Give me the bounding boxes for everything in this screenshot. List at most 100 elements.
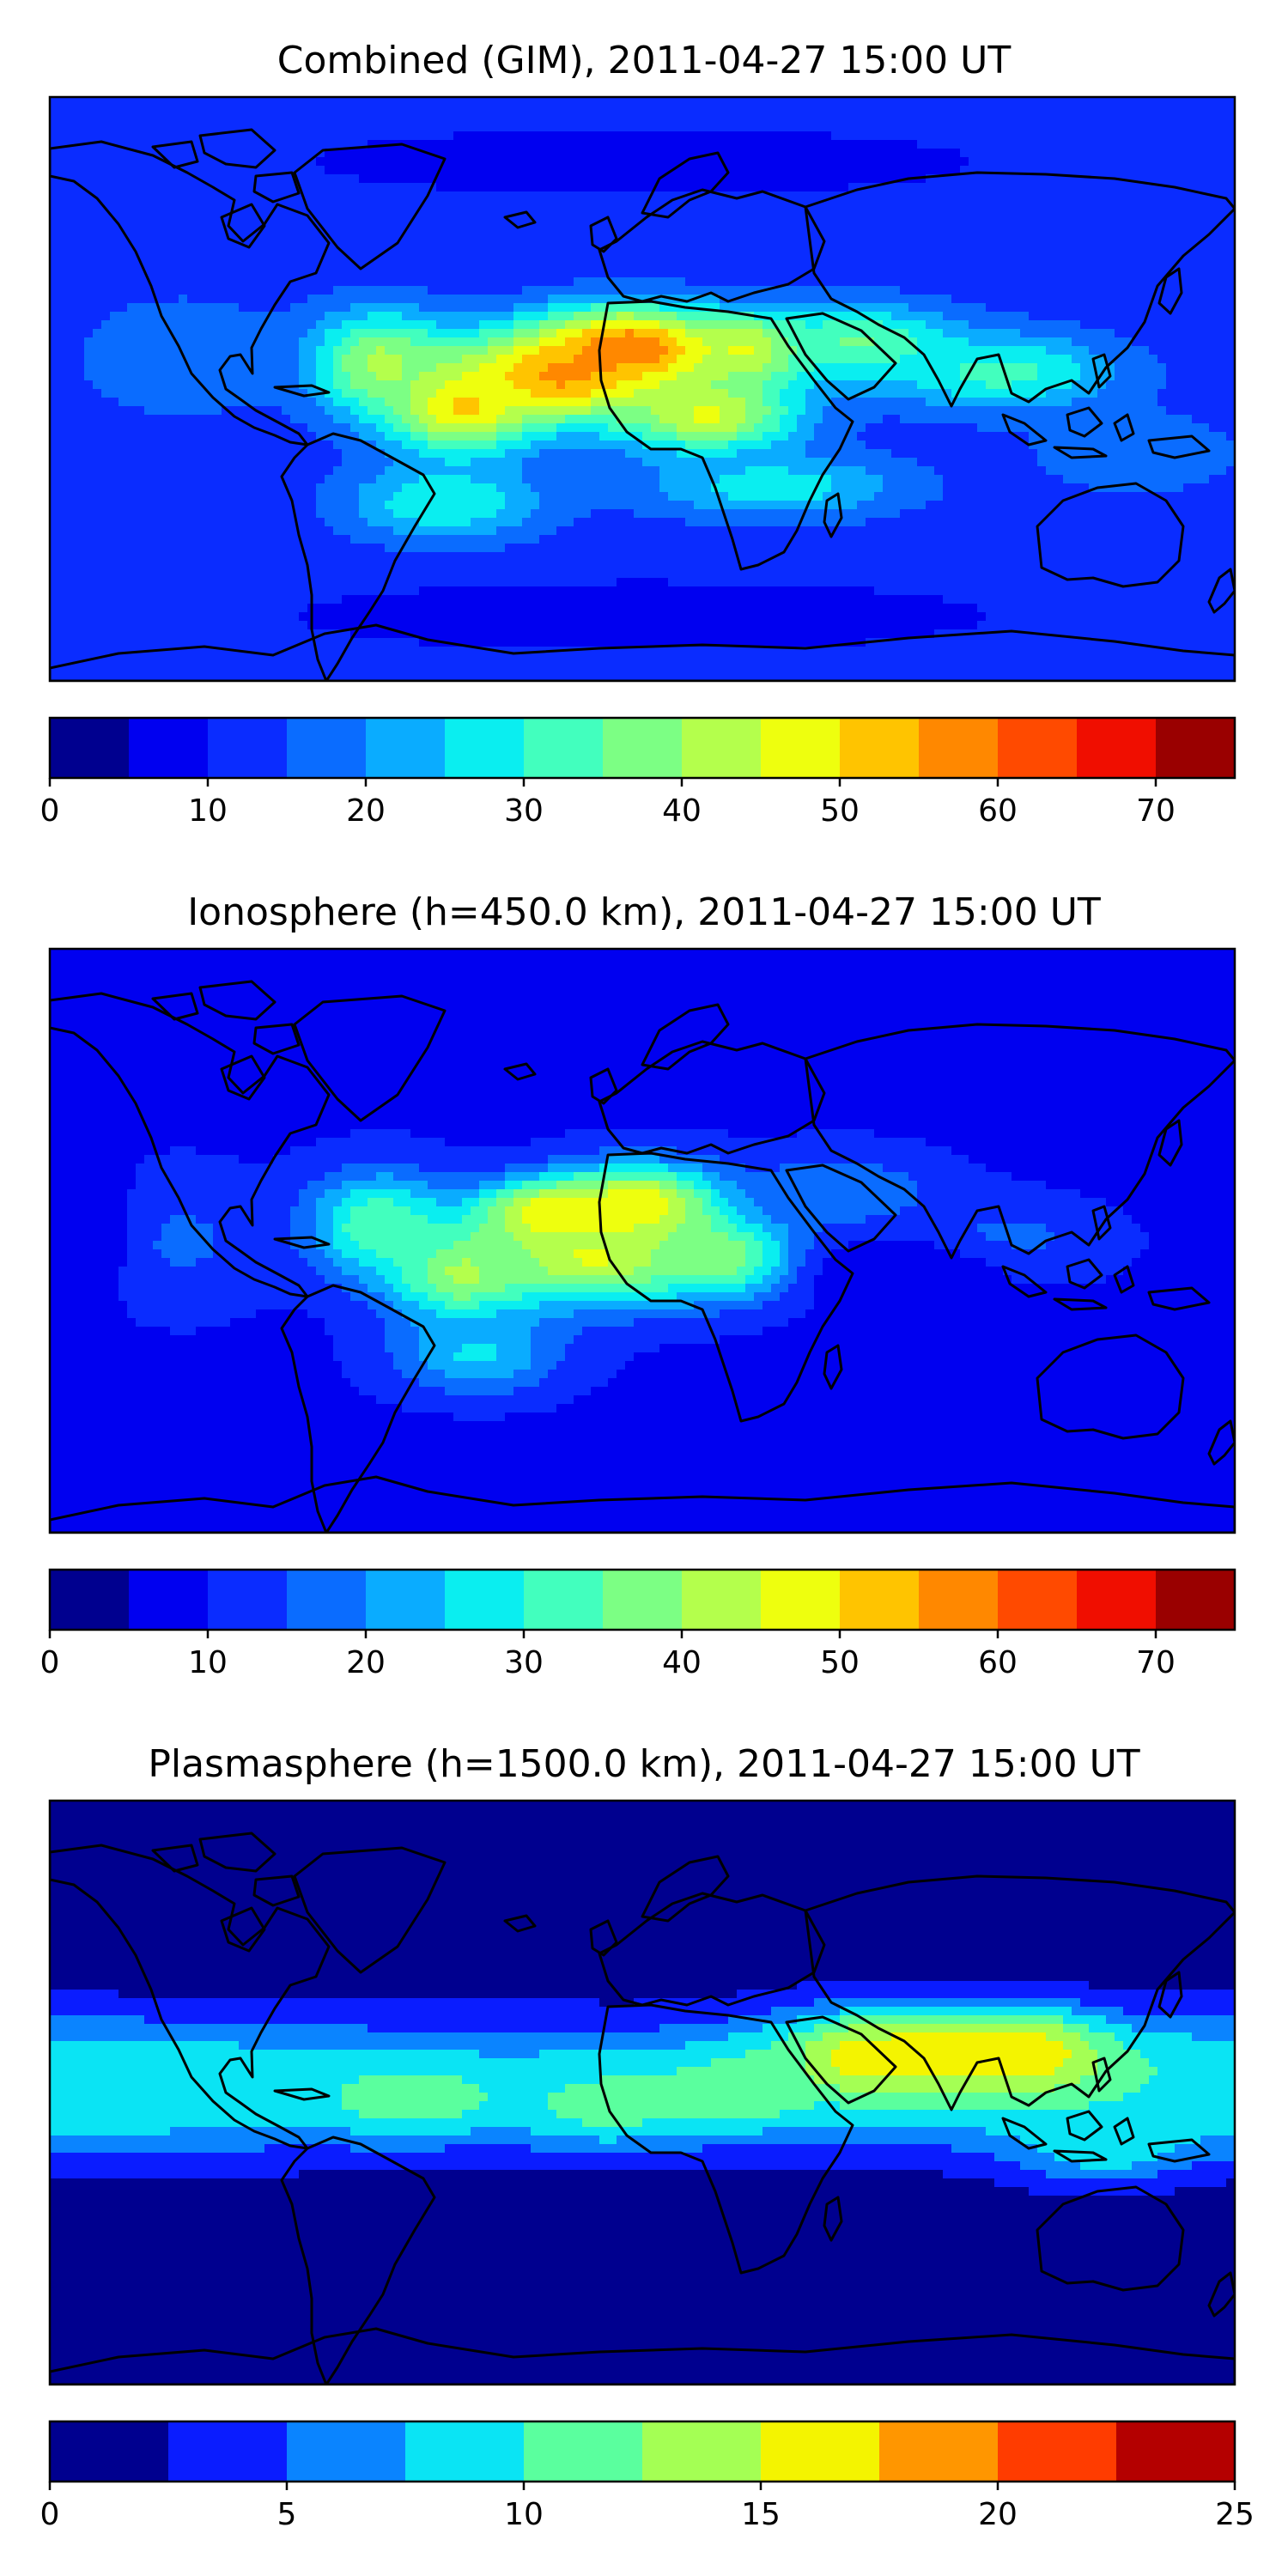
contour-cell <box>462 269 471 278</box>
contour-cell <box>556 398 566 407</box>
contour-cell <box>1226 277 1235 287</box>
contour-cell <box>419 346 428 355</box>
contour-cell <box>50 389 59 398</box>
contour-cell <box>436 243 446 252</box>
contour-cell <box>161 226 171 235</box>
contour-cell <box>471 97 480 106</box>
contour-cell <box>453 355 463 364</box>
contour-cell <box>1089 226 1098 235</box>
contour-cell <box>848 320 858 330</box>
contour-cell <box>1012 346 1021 355</box>
contour-cell <box>617 269 626 278</box>
contour-cell <box>496 149 506 158</box>
contour-cell <box>299 303 308 313</box>
contour-cell <box>264 114 274 124</box>
contour-cell <box>659 106 669 115</box>
contour-cell <box>419 277 428 287</box>
contour-cell <box>290 209 300 218</box>
contour-cell <box>977 243 987 252</box>
contour-cell <box>617 380 626 390</box>
contour-cell <box>410 252 420 261</box>
contour-cell <box>805 252 815 261</box>
contour-cell <box>651 131 660 141</box>
contour-cell <box>788 166 798 175</box>
contour-cell <box>1046 157 1055 167</box>
contour-cell <box>883 380 892 390</box>
contour-cell <box>1020 295 1030 304</box>
contour-cell <box>711 380 720 390</box>
contour-cell <box>428 277 437 287</box>
contour-cell <box>857 363 866 373</box>
contour-cell <box>866 166 875 175</box>
contour-cell <box>187 337 197 347</box>
contour-cell <box>797 166 806 175</box>
contour-cell <box>385 320 394 330</box>
contour-cell <box>1200 106 1210 115</box>
contour-cell <box>1054 286 1064 295</box>
contour-cell <box>50 277 59 287</box>
contour-cell <box>118 380 128 390</box>
contour-cell <box>264 406 274 416</box>
contour-cell <box>118 217 128 227</box>
contour-cell <box>866 217 875 227</box>
contour-cell <box>857 243 866 252</box>
contour-cell <box>1097 97 1107 106</box>
contour-cell <box>625 234 635 244</box>
contour-cell <box>1115 217 1124 227</box>
contour-cell <box>951 398 961 407</box>
contour-cell <box>565 260 574 270</box>
contour-cell <box>1157 398 1167 407</box>
contour-cell <box>1226 226 1235 235</box>
contour-cell <box>479 363 489 373</box>
contour-cell <box>891 277 901 287</box>
contour-cell <box>522 174 532 184</box>
contour-cell <box>754 114 763 124</box>
contour-cell <box>900 295 909 304</box>
contour-cell <box>591 183 600 192</box>
contour-cell <box>179 149 188 158</box>
contour-cell <box>1097 329 1107 338</box>
contour-cell <box>428 226 437 235</box>
contour-cell <box>445 372 454 381</box>
contour-cell <box>1157 140 1167 149</box>
contour-cell <box>1157 166 1167 175</box>
contour-cell <box>247 131 257 141</box>
contour-cell <box>290 166 300 175</box>
contour-cell <box>908 363 918 373</box>
contour-cell <box>702 355 712 364</box>
contour-cell <box>711 226 720 235</box>
contour-cell <box>831 380 841 390</box>
contour-cell <box>1192 191 1201 201</box>
contour-cell <box>531 363 540 373</box>
contour-cell <box>1192 200 1201 210</box>
contour-cell <box>960 140 969 149</box>
contour-cell <box>1115 320 1124 330</box>
contour-cell <box>1046 252 1055 261</box>
contour-cell <box>548 286 557 295</box>
contour-cell <box>548 312 557 321</box>
contour-cell <box>316 277 325 287</box>
contour-cell <box>93 174 102 184</box>
contour-cell <box>496 312 506 321</box>
contour-cell <box>1063 243 1072 252</box>
contour-cell <box>582 149 592 158</box>
contour-cell <box>599 363 609 373</box>
contour-cell <box>342 157 351 167</box>
contour-cell <box>642 166 652 175</box>
contour-cell <box>50 226 59 235</box>
contour-cell <box>960 320 969 330</box>
contour-cell <box>1080 140 1090 149</box>
contour-cell <box>943 295 952 304</box>
contour-cell <box>883 269 892 278</box>
contour-cell <box>1089 286 1098 295</box>
contour-cell <box>1192 123 1201 132</box>
contour-cell <box>1029 277 1038 287</box>
contour-cell <box>599 149 609 158</box>
contour-cell <box>496 252 506 261</box>
contour-cell <box>625 174 635 184</box>
contour-cell <box>264 260 274 270</box>
contour-cell <box>1218 277 1227 287</box>
contour-cell <box>840 398 849 407</box>
contour-cell <box>685 191 695 201</box>
contour-cell <box>513 174 523 184</box>
